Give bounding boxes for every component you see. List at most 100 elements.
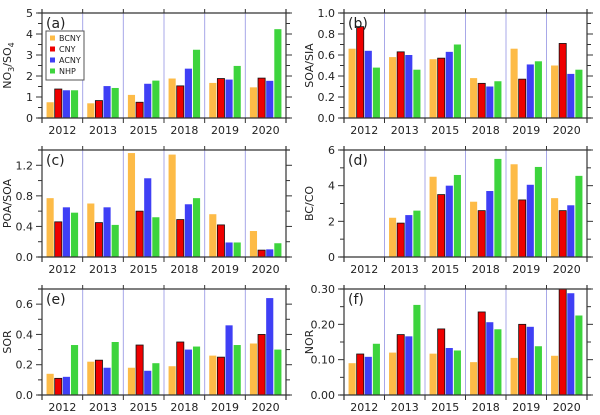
bar-cny-2018 — [176, 219, 185, 258]
x-tick-label: 2015 — [431, 263, 459, 276]
y-tick-label: 0.00 — [311, 389, 336, 402]
y-tick-label: 4 — [26, 28, 33, 41]
x-tick-label: 2013 — [89, 124, 117, 137]
bar-nhp-2020 — [274, 349, 282, 395]
bar-nhp-2018 — [192, 346, 201, 395]
bar-cny-2020 — [257, 77, 266, 119]
bar-cny-2013 — [94, 100, 103, 119]
bar-bcny-2018 — [470, 362, 478, 395]
bar-acny-2013 — [103, 207, 111, 257]
bar-cny-2015 — [135, 210, 144, 258]
y-tick-label: 1.2 — [16, 159, 34, 172]
bar-acny-2015 — [445, 185, 453, 257]
bar-cny-2019 — [518, 199, 527, 258]
bar-nhp-2012 — [372, 343, 380, 395]
y-tick-label: 0.2 — [318, 91, 336, 104]
bar-cny-2012 — [356, 26, 365, 119]
bar-bcny-2013 — [389, 57, 397, 118]
bar-cny-2012 — [54, 377, 63, 396]
bar-nhp-2015 — [152, 217, 160, 257]
bar-bcny-2019 — [510, 357, 518, 395]
bar-bcny-2015 — [429, 176, 437, 257]
y-axis-label: SOR — [1, 330, 14, 354]
bar-acny-2013 — [405, 55, 413, 118]
bar-cny-2018 — [176, 341, 185, 396]
bar-cny-2013 — [94, 359, 103, 396]
bar-acny-2012 — [62, 90, 70, 118]
bar-nhp-2012 — [70, 345, 79, 395]
bar-acny-2012 — [364, 50, 372, 118]
bar-nhp-2015 — [453, 350, 461, 395]
y-tick-label: 0.6 — [16, 298, 34, 311]
bar-nhp-2020 — [575, 175, 583, 257]
bar-bcny-2020 — [551, 198, 559, 257]
y-tick-label: 0.6 — [318, 49, 336, 62]
legend-swatch-bcny — [50, 35, 55, 41]
x-tick-label: 2013 — [391, 401, 419, 414]
bar-cny-2019 — [518, 323, 527, 396]
bar-cny-2012 — [54, 221, 63, 258]
bar-acny-2013 — [103, 367, 111, 395]
bar-cny-2019 — [518, 78, 527, 119]
bar-nhp-2019 — [233, 242, 241, 257]
bar-nhp-2015 — [453, 174, 461, 257]
bar-bcny-2019 — [510, 164, 518, 257]
x-tick-label: 2018 — [472, 401, 500, 414]
bar-acny-2018 — [486, 86, 494, 118]
bar-cny-2020 — [257, 334, 266, 396]
bar-acny-2020 — [567, 293, 575, 395]
x-tick-label: 2019 — [512, 401, 540, 414]
bar-bcny-2012 — [46, 373, 54, 395]
x-tick-label: 2015 — [130, 124, 158, 137]
bar-cny-2020 — [558, 288, 567, 396]
y-tick-label: 0.20 — [311, 318, 336, 331]
bar-acny-2018 — [184, 204, 192, 257]
bar-nhp-2018 — [494, 81, 502, 118]
panel-c: 2012 2013 2015 2018 2019 2020 0.0 0.4 0.8 1.2POA/… — [1, 146, 292, 276]
x-tick-label: 2012 — [350, 263, 378, 276]
bar-acny-2015 — [445, 51, 453, 118]
bar-cny-2019 — [216, 356, 225, 396]
bar-bcny-2012 — [348, 48, 356, 119]
bar-nhp-2018 — [494, 329, 502, 395]
x-tick-label: 2020 — [252, 263, 280, 276]
y-axis-label: POA/SOA — [1, 178, 14, 228]
y-tick-label: 0.0 — [16, 251, 34, 264]
bar-bcny-2018 — [470, 201, 478, 257]
bar-bcny-2018 — [168, 154, 176, 257]
bar-bcny-2015 — [429, 59, 437, 118]
y-axis-label: SOA/SIA — [303, 43, 316, 88]
bar-nhp-2020 — [575, 315, 583, 395]
bar-cny-2018 — [477, 210, 486, 258]
panel-e: 2012 2013 2015 2018 2019 2020 0.0 0.2 0.4 0.6 SOR (… — [1, 285, 292, 414]
y-tick-label: 0.30 — [311, 283, 336, 296]
bar-cny-2015 — [437, 194, 446, 258]
bar-bcny-2018 — [168, 78, 176, 118]
bar-cny-2020 — [257, 249, 266, 258]
bar-acny-2020 — [266, 298, 274, 395]
bar-acny-2013 — [103, 86, 111, 118]
y-tick-label: 0.0 — [318, 112, 336, 125]
bar-nhp-2013 — [413, 69, 421, 118]
bar-nhp-2015 — [152, 80, 160, 118]
bar-cny-2018 — [176, 85, 185, 119]
legend-label: NHP — [59, 67, 76, 76]
y-tick-label: 0.2 — [16, 359, 34, 372]
bar-bcny-2015 — [429, 353, 437, 395]
bar-acny-2019 — [526, 184, 534, 257]
bar-acny-2012 — [62, 207, 70, 257]
bar-cny-2015 — [135, 101, 144, 119]
bar-cny-2013 — [396, 222, 405, 258]
x-tick-label: 2012 — [48, 124, 76, 137]
bar-nhp-2012 — [372, 67, 380, 118]
x-tick-label: 2020 — [553, 263, 581, 276]
bar-bcny-2015 — [127, 94, 136, 118]
bar-bcny-2020 — [249, 87, 258, 118]
panel-label: (f) — [348, 292, 364, 308]
bar-nhp-2019 — [534, 346, 542, 395]
y-tick-label: 4 — [328, 180, 335, 193]
bar-cny-2015 — [437, 57, 446, 119]
bar-acny-2015 — [144, 178, 152, 257]
bar-bcny-2013 — [389, 217, 397, 257]
